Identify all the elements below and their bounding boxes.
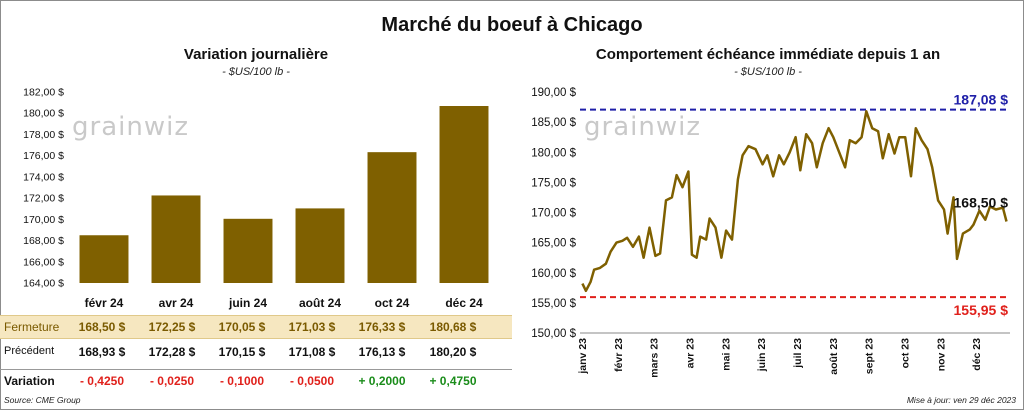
prev-cell: 170,15 $ — [218, 345, 266, 359]
last-value-label: 168,50 $ — [954, 195, 1009, 211]
close-label: Fermeture — [4, 320, 60, 334]
bar — [79, 235, 129, 283]
x-tick-label: avr 23 — [685, 338, 697, 369]
variation-cell: + 0,4750 — [429, 374, 477, 388]
line-chart: 150,00 $ 155,00 $ 160,00 $ 165,00 $ 170,00 $… — [531, 87, 1010, 378]
prev-label: Précédent — [4, 345, 55, 357]
close-cell: 171,03 $ — [288, 320, 336, 334]
variation-cell: - 0,4250 — [79, 374, 125, 388]
x-tick-label: juin 23 — [756, 338, 768, 372]
left-chart-unit: - $US/100 lb - — [222, 66, 290, 78]
y-tick-label: 174,00 $ — [23, 171, 64, 183]
variation-cell: - 0,0500 — [289, 374, 335, 388]
prev-cell: 180,20 $ — [429, 345, 477, 359]
update-note: Mise à jour: ven 29 déc 2023 — [906, 395, 1016, 405]
x-tick-label: oct 24 — [375, 296, 410, 310]
bar-chart: 164,00 $ 166,00 $ 168,00 $ 170,00 $ 172,00 $… — [23, 87, 489, 310]
high-label: 187,08 $ — [954, 92, 1009, 108]
y-tick-label: 180,00 $ — [531, 147, 576, 159]
right-chart-unit: - $US/100 lb - — [734, 66, 802, 78]
low-label: 155,95 $ — [954, 302, 1009, 318]
x-tick-label: août 24 — [299, 296, 341, 310]
source-note: Source: CME Group — [4, 395, 81, 405]
bar — [223, 218, 273, 283]
bar — [367, 152, 417, 283]
x-tick-label: mai 23 — [720, 338, 732, 371]
y-tick-label: 185,00 $ — [531, 117, 576, 129]
x-tick-label: févr 23 — [613, 338, 625, 372]
y-tick-label: 164,00 $ — [23, 278, 64, 290]
x-tick-label: déc 24 — [445, 296, 483, 310]
y-tick-label: 150,00 $ — [531, 328, 576, 340]
y-tick-label: 178,00 $ — [23, 129, 64, 141]
bar — [295, 208, 345, 283]
y-tick-label: 176,00 $ — [23, 150, 64, 162]
close-cell: 176,33 $ — [358, 320, 406, 334]
y-tick-label: 175,00 $ — [531, 177, 576, 189]
close-row: Fermeture 168,50 $ 172,25 $ 170,05 $ 171… — [0, 315, 512, 339]
y-tick-label: 182,00 $ — [23, 87, 64, 99]
watermark-left: grainwiz — [72, 112, 189, 142]
x-tick-label: déc 23 — [971, 338, 983, 371]
x-tick-label: avr 24 — [159, 296, 194, 310]
x-tick-label: oct 23 — [900, 338, 912, 369]
y-tick-label: 165,00 $ — [531, 238, 576, 250]
y-tick-label: 172,00 $ — [23, 193, 64, 205]
x-tick-label: sept 23 — [864, 338, 876, 374]
bar — [439, 106, 489, 283]
x-tick-label: mars 23 — [649, 338, 661, 378]
prev-cell: 171,08 $ — [288, 345, 336, 359]
prev-cell: 168,93 $ — [78, 345, 126, 359]
y-tick-label: 170,00 $ — [23, 214, 64, 226]
y-tick-label: 180,00 $ — [23, 108, 64, 120]
close-cell: 168,50 $ — [78, 320, 126, 334]
prev-cell: 176,13 $ — [358, 345, 406, 359]
close-cell: 172,25 $ — [148, 320, 196, 334]
x-tick-label: août 23 — [828, 338, 840, 375]
x-tick-label: juil 23 — [792, 338, 804, 369]
right-chart-subtitle: Comportement échéance immédiate depuis 1… — [595, 46, 941, 63]
left-chart-subtitle: Variation journalière — [183, 46, 329, 63]
x-tick-label: janv 23 — [577, 338, 589, 375]
x-tick-label: nov 23 — [935, 338, 947, 371]
x-tick-label: févr 24 — [85, 296, 124, 310]
bar — [151, 195, 201, 283]
y-tick-label: 155,00 $ — [531, 298, 576, 310]
x-tick-label: juin 24 — [228, 296, 267, 310]
variation-cell: - 0,0250 — [149, 374, 195, 388]
price-line — [581, 110, 1008, 293]
y-tick-label: 166,00 $ — [23, 256, 64, 268]
variation-cell: + 0,2000 — [358, 374, 406, 388]
y-tick-label: 170,00 $ — [531, 208, 576, 220]
y-tick-label: 168,00 $ — [23, 235, 64, 247]
variation-cell: - 0,1000 — [219, 374, 265, 388]
close-cell: 180,68 $ — [429, 320, 477, 334]
variation-row: Variation - 0,4250 - 0,0250 - 0,1000 - 0… — [0, 369, 512, 392]
prev-row: Précédent 168,93 $ 172,28 $ 170,15 $ 171… — [0, 341, 512, 363]
prev-cell: 172,28 $ — [148, 345, 196, 359]
page-title: Marché du boeuf à Chicago — [381, 14, 643, 36]
variation-label: Variation — [4, 374, 55, 388]
close-cell: 170,05 $ — [218, 320, 266, 334]
watermark-right: grainwiz — [584, 112, 701, 142]
y-tick-label: 160,00 $ — [531, 268, 576, 280]
y-tick-label: 190,00 $ — [531, 87, 576, 99]
